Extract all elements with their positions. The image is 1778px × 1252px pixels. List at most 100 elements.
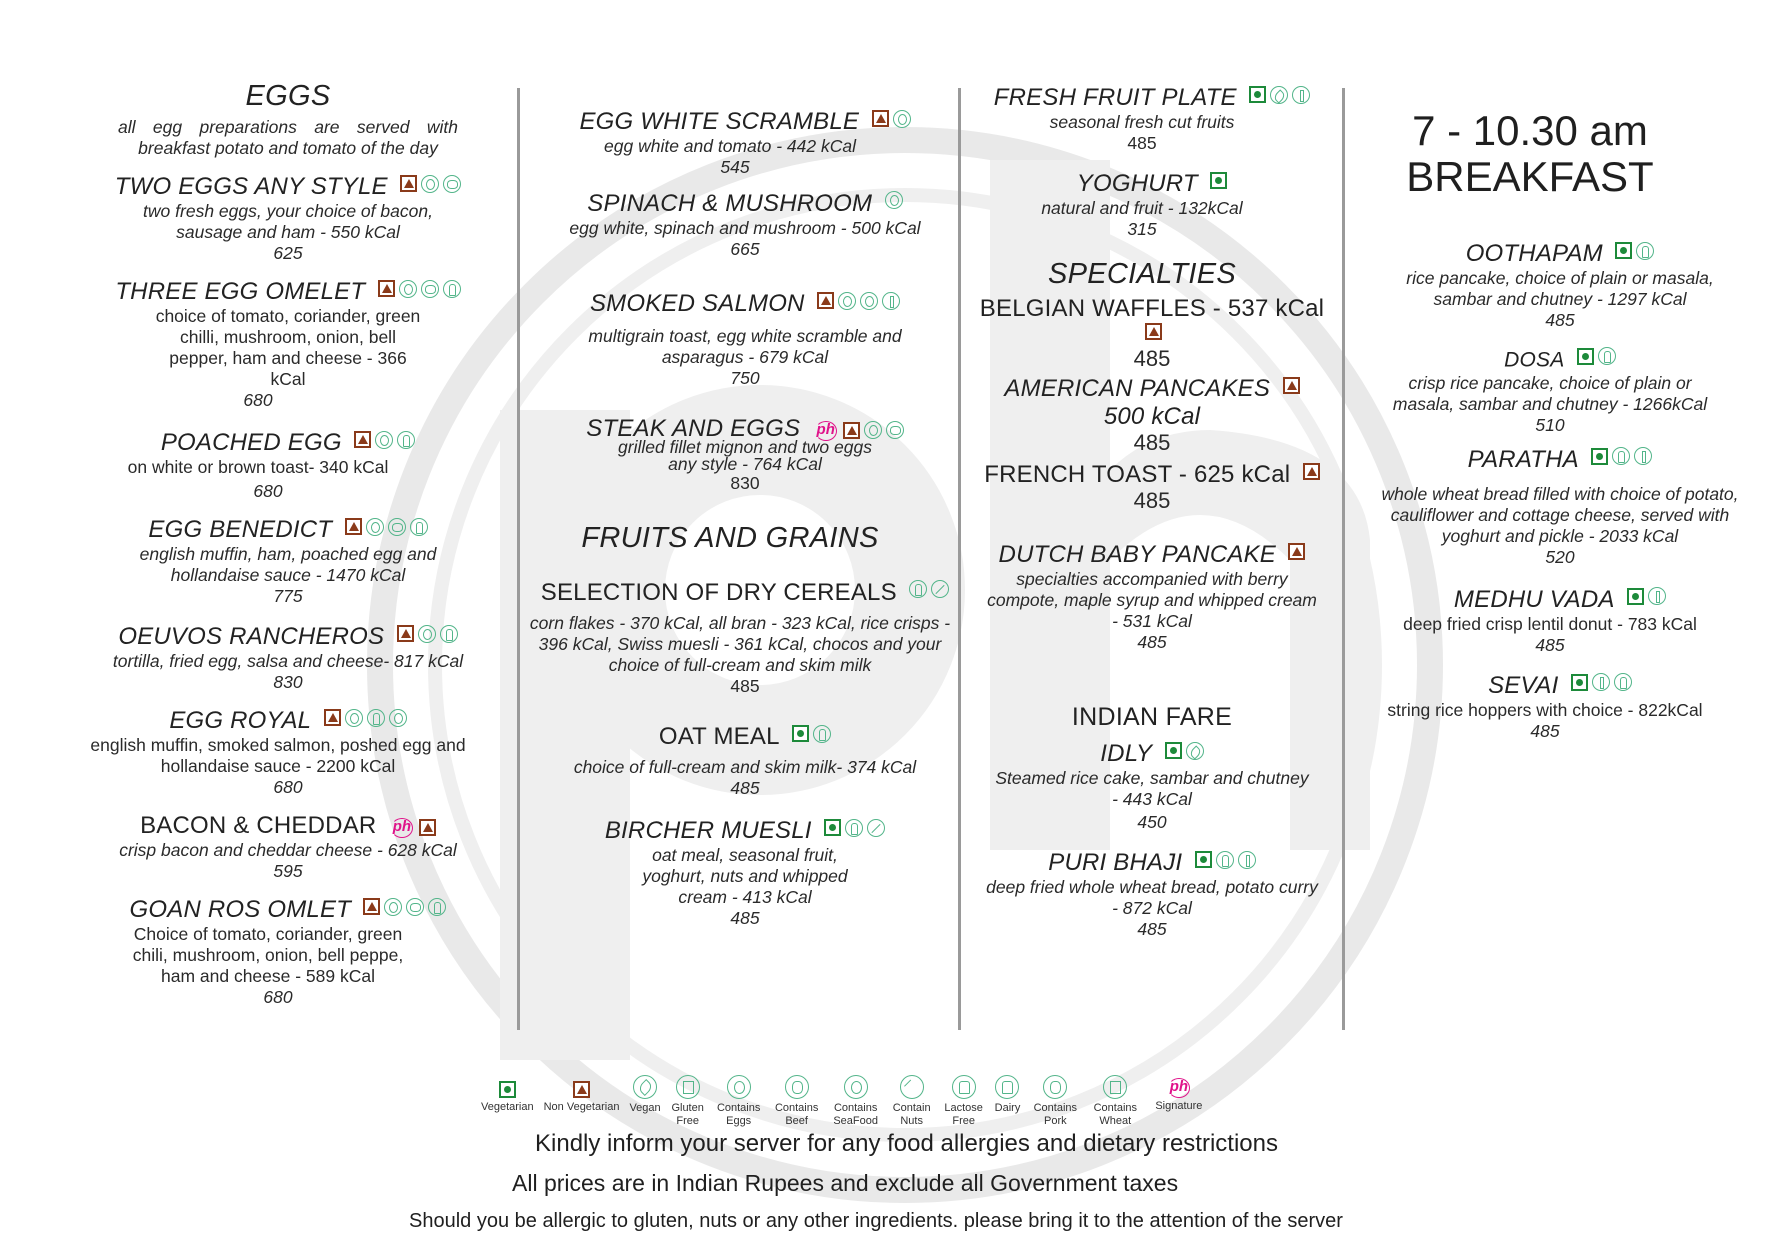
non-vegetarian-icon [354,431,372,448]
non-vegetarian-icon [396,625,414,642]
legend-item-dairy: Dairy [994,1075,1021,1115]
item-description: on white or brown toast- 340 kCal [127,457,389,477]
dairy-icon [909,580,928,598]
item-name: EGG WHITE SCRAMBLE [579,108,860,135]
contains-eggs-icon [398,279,417,298]
legend-label: Gluten Free [671,1102,704,1127]
legend-label: Contains Pork [1033,1102,1078,1127]
legend-label: Dairy [994,1102,1021,1114]
item-description: deep fried whole wheat bread, potato cur… [986,877,1318,918]
contains-wheat-icon [1237,850,1256,869]
menu-item: FRESH FRUIT PLATE seasonal fresh cut fru… [972,84,1332,154]
item-price: 485 [730,908,760,928]
legend-item-non-vegetarian: Non Vegetarian [544,1075,619,1114]
item-name: POACHED EGG [160,429,342,456]
item-description: tortilla, fried egg, salsa and cheese- 8… [112,651,464,671]
menu-item: SELECTION OF DRY CEREALS corn flakes - 3… [530,579,955,697]
contains-eggs-icon [726,1075,751,1099]
item-price: 485 [1545,310,1575,330]
item-name: BELGIAN WAFFLES - 537 kCal [979,295,1325,322]
menu-item: OOTHAPAM rice pancake, choice of plain o… [1380,240,1740,331]
dairy-icon [442,279,461,298]
item-icons [377,279,461,298]
item-name: EGG BENEDICT [148,516,333,543]
non-vegetarian-icon [363,898,381,915]
vegan-icon [1185,741,1204,760]
item-description: natural and fruit - 132kCal [1041,198,1243,218]
contains-eggs-icon [892,109,911,128]
item-description: choice of tomato, coriander, green chill… [155,306,421,389]
contains-wheat-icon [882,291,901,310]
menu-item: SPINACH & MUSHROOM egg white, spinach an… [535,190,955,260]
non-vegetarian-icon [871,110,889,127]
item-price: 775 [273,586,303,606]
menu-item: OEUVOS RANCHEROS tortilla, fried egg, sa… [88,623,488,693]
item-price: 665 [730,239,760,259]
dairy-icon [995,1075,1020,1099]
item-name: THREE EGG OMELET [115,278,366,305]
section-title-eggs: EGGS [245,80,331,112]
allergy-notice: Kindly inform your server for any food a… [535,1130,1278,1157]
menu-item: EGG BENEDICT english muffin, ham, poache… [88,516,488,607]
contain-nuts-icon [899,1075,924,1099]
non-vegetarian-icon [1302,463,1320,480]
item-name: OOTHAPAM [1465,240,1603,267]
vegetarian-icon [1210,172,1228,189]
item-name: GOAN ROS OMLET [129,896,352,923]
item-description: corn flakes - 370 kCal, all bran - 323 k… [529,613,951,675]
non-vegetarian-icon [817,292,835,309]
column-2: EGG WHITE SCRAMBLE egg white and tomato … [530,108,955,929]
item-icons [1249,85,1311,104]
menu-item: BIRCHER MUESLI oat meal, seasonal fruit,… [535,817,955,929]
non-vegetarian-icon [573,1081,591,1098]
item-icons [400,174,462,193]
dairy-icon [366,708,385,727]
item-icons [323,708,407,727]
item-price: 450 [1137,812,1167,832]
dairy-icon [428,897,447,916]
menu-item: PARATHA whole wheat bread filled with ch… [1380,446,1740,568]
menu-item: SMOKED SALMON multigrain toast, egg whit… [535,290,955,389]
menu-item: FRENCH TOAST - 625 kCal 485 [972,461,1332,513]
item-price: 485 [730,778,760,798]
menu-item: YOGHURT natural and fruit - 132kCal 315 [972,170,1332,240]
item-icons [884,191,903,209]
non-vegetarian-icon [344,518,362,535]
item-icons [909,580,950,598]
menu-item: EGG WHITE SCRAMBLE egg white and tomato … [535,108,955,178]
item-icons [344,517,428,536]
vegetarian-icon [1194,851,1212,868]
item-price: 485 [1137,632,1167,652]
item-icons [363,897,447,916]
item-icons [1194,850,1256,869]
menu-item: STEAK AND EGGS grilled fillet mignon and… [535,415,955,494]
legend-label: Contain Nuts [892,1102,931,1127]
vegetarian-icon [1627,587,1645,605]
vegetarian-icon [792,725,810,742]
contains-wheat-icon [1634,447,1653,465]
contains-eggs-icon [417,624,436,643]
item-price: 485 [1133,346,1171,371]
vegetarian-icon [824,819,842,836]
item-icons [817,291,901,310]
item-description: crisp bacon and cheddar cheese - 628 kCa… [119,840,457,860]
contains-pork-icon [443,174,462,193]
signature-icon [813,420,839,441]
contains-eggs-icon [421,174,440,193]
legend-item-contains-beef: Contains Beef [773,1075,821,1128]
non-vegetarian-icon [1144,323,1162,340]
item-description: two fresh eggs, your choice of bacon, sa… [143,201,433,242]
dairy-icon [845,818,864,837]
non-vegetarian-icon [1288,543,1306,560]
item-description: rice pancake, choice of plain or masala,… [1406,268,1714,309]
vegetarian-icon [1164,742,1182,759]
item-price: 830 [273,672,303,692]
item-icons [1210,172,1228,189]
item-price: 680 [253,481,283,501]
contains-beef-icon [784,1075,809,1099]
item-price: 485 [1535,634,1565,655]
item-name: AMERICAN PANCAKES [1004,375,1271,402]
item-name: EGG ROYAL [169,707,312,734]
item-description: Steamed rice cake, sambar and chutney - … [995,768,1309,809]
item-name: OAT MEAL [658,723,780,750]
